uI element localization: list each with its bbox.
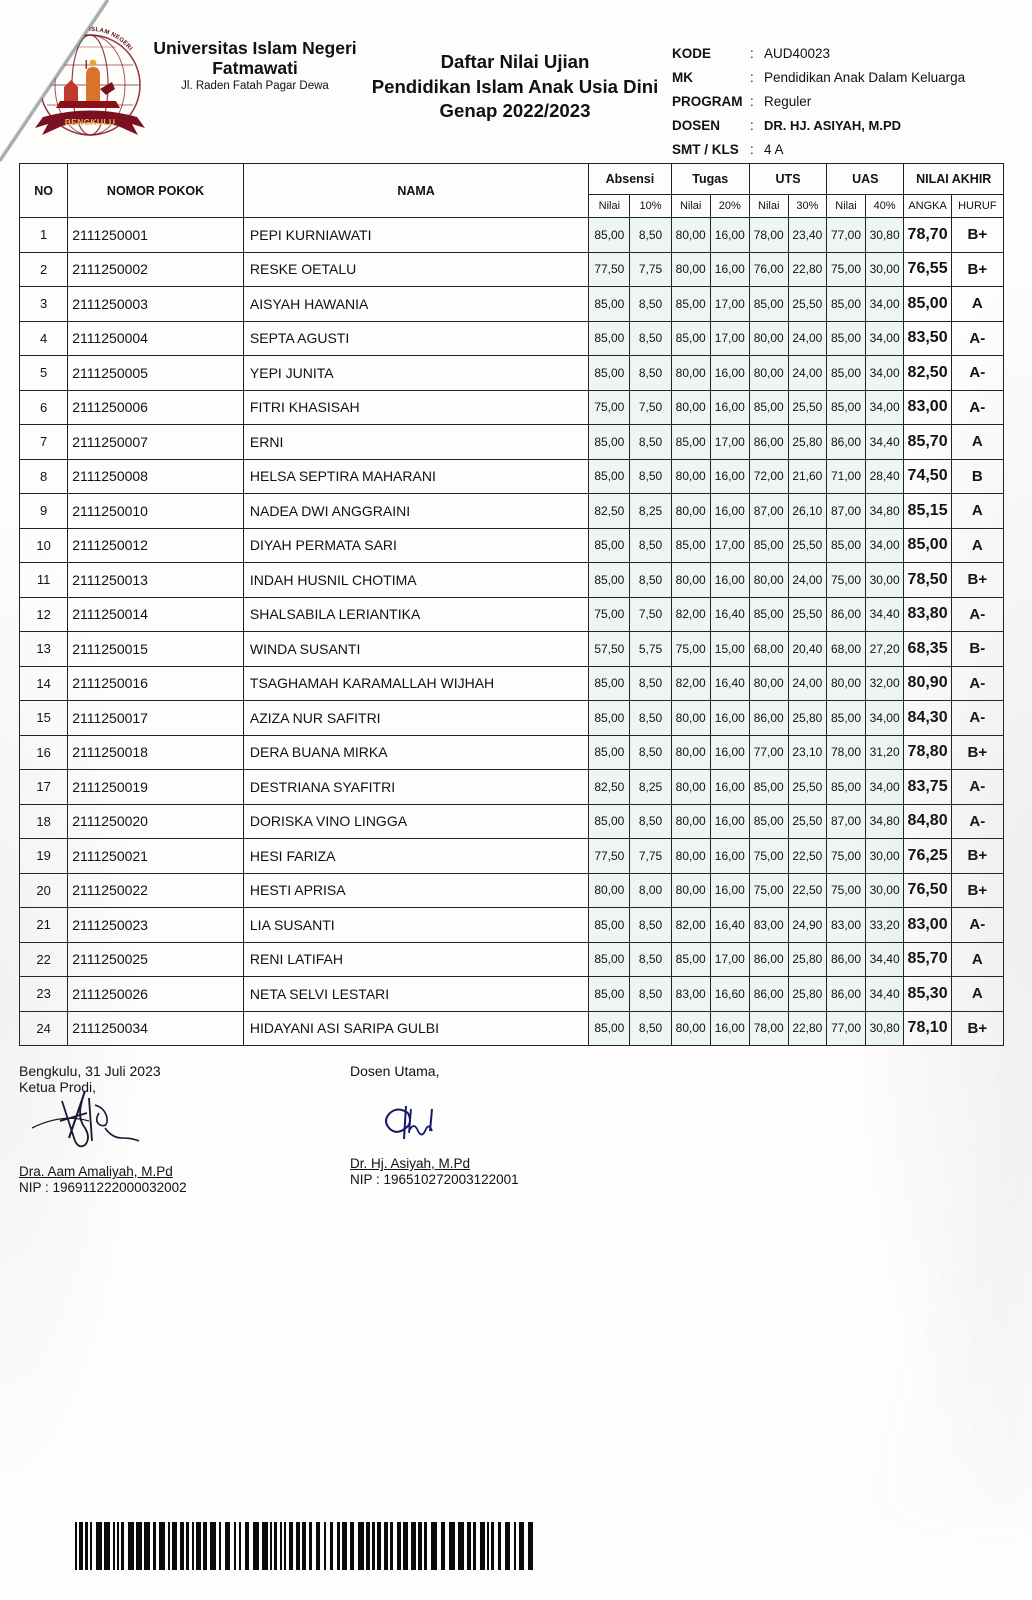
svg-text:UNIVERSITAS ISLAM NEGERI: UNIVERSITAS ISLAM NEGERI [47, 27, 133, 52]
svg-text:BENGKULU: BENGKULU [65, 117, 116, 127]
